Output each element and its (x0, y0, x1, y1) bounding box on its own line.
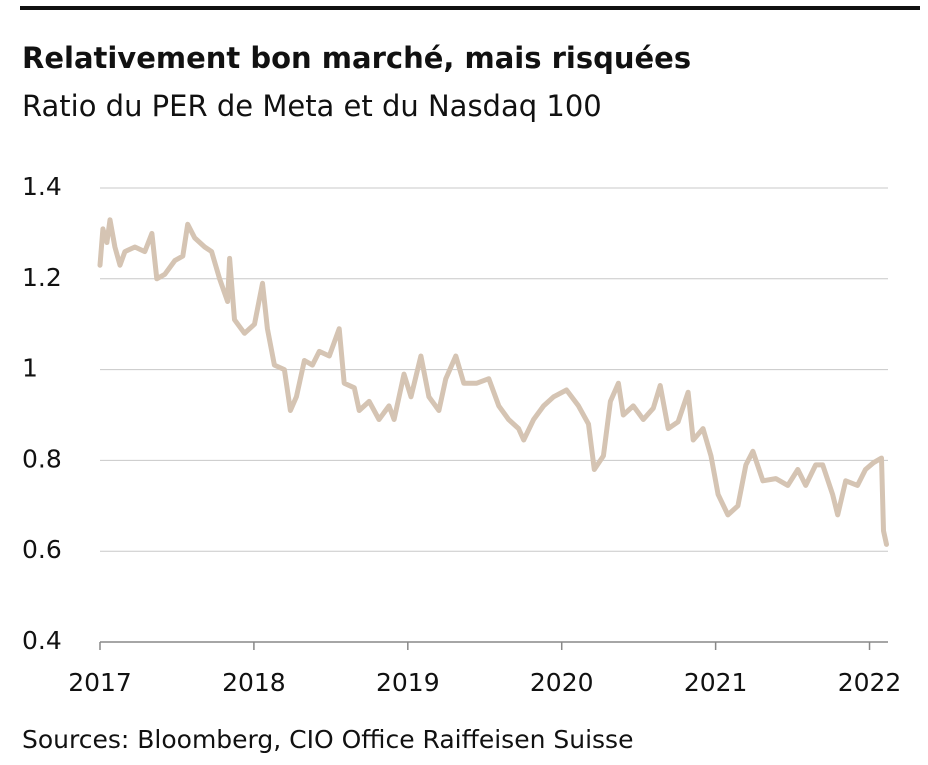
data-line (97, 217, 889, 547)
y-tick-label: 0.4 (22, 626, 62, 655)
x-tick-label: 2020 (530, 668, 594, 697)
x-tick-label: 2018 (222, 668, 286, 697)
chart-title: Relativement bon marché, mais risquées (22, 41, 691, 75)
y-tick-label: 0.8 (22, 444, 62, 473)
x-tick-label: 2021 (684, 668, 748, 697)
chart-subtitle: Ratio du PER de Meta et du Nasdaq 100 (22, 89, 602, 123)
x-tick-label: 2019 (376, 668, 440, 697)
y-tick-label: 1.4 (22, 172, 62, 201)
y-tick-label: 1 (22, 354, 38, 383)
x-tick-label: 2022 (838, 668, 902, 697)
x-tick-label: 2017 (68, 668, 132, 697)
y-tick-label: 0.6 (22, 535, 62, 564)
top-rule (20, 6, 920, 10)
source: Sources: Bloomberg, CIO Office Raiffeise… (22, 725, 633, 754)
y-tick-label: 1.2 (22, 263, 62, 292)
